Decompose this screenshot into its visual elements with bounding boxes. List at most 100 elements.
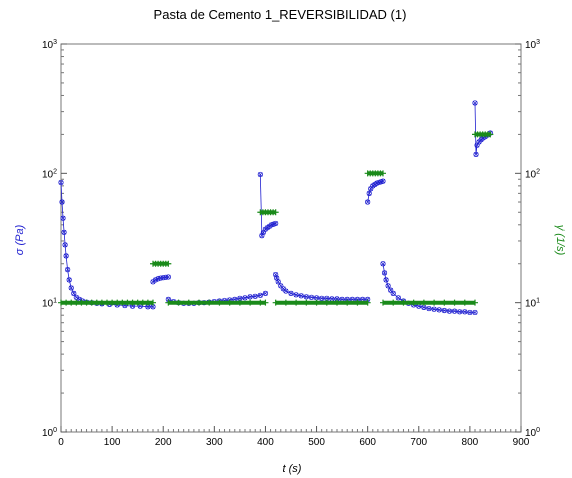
- stress-line: [474, 102, 491, 155]
- stress-point-cross: [68, 285, 74, 291]
- stress-point: [242, 295, 248, 301]
- shear-rate-point: [73, 299, 80, 306]
- stress-point: [293, 292, 299, 298]
- shear-rate-point: [58, 299, 64, 306]
- stress-point-cross: [293, 292, 299, 298]
- x-tick-label: 200: [155, 437, 172, 448]
- y-axis-right-label: γ̇ (1/s): [554, 225, 566, 256]
- y-right-tick-label: 103: [525, 39, 540, 51]
- y-right-tick-label: 102: [525, 168, 540, 180]
- stress-point-cross: [237, 296, 243, 301]
- stress-point: [298, 293, 304, 299]
- stress-point-cross: [150, 279, 156, 285]
- stress-point: [308, 294, 315, 300]
- stress-point-cross: [368, 186, 373, 191]
- stress-point-cross: [319, 296, 324, 301]
- stress-point: [426, 305, 432, 312]
- stress-point-cross: [314, 295, 319, 301]
- shear-rate-point: [487, 131, 494, 138]
- shear-rate-point: [410, 299, 417, 306]
- stress-point-cross: [145, 304, 151, 309]
- shear-rate-point: [83, 299, 90, 306]
- stress-point: [380, 178, 386, 184]
- stress-point: [467, 309, 473, 316]
- shear-rate-point: [196, 299, 202, 306]
- plot-frame: [60, 43, 522, 433]
- stress-point-cross: [421, 305, 427, 310]
- shear-rate-point: [272, 299, 279, 306]
- shear-rate-point: [380, 170, 386, 177]
- stress-point-cross: [390, 291, 396, 296]
- stress-point-cross: [467, 310, 473, 315]
- stress-point: [366, 190, 372, 196]
- stress-point-cross: [247, 294, 253, 300]
- shear-rate-point: [139, 299, 146, 306]
- shear-rate-point: [175, 299, 182, 306]
- stress-point: [58, 179, 64, 186]
- x-axis-label: t (s): [283, 463, 302, 475]
- stress-point: [152, 277, 159, 283]
- stress-point: [66, 277, 72, 283]
- shear-rate-point: [165, 299, 172, 306]
- stress-point: [275, 279, 281, 285]
- stress-point: [457, 309, 463, 315]
- stress-point: [383, 277, 389, 283]
- shear-rate-point: [272, 209, 279, 216]
- y-axis-left-label: σ (Pa): [14, 224, 26, 255]
- stress-point-cross: [473, 152, 479, 157]
- stress-point-cross: [396, 295, 401, 301]
- stress-point: [388, 287, 394, 293]
- stress-point: [247, 294, 253, 300]
- stress-point: [59, 199, 65, 205]
- stress-point-cross: [166, 274, 171, 280]
- shear-rate-point: [104, 299, 110, 306]
- shear-rate-point: [68, 299, 75, 306]
- stress-point-cross: [380, 178, 386, 184]
- stress-point: [472, 309, 478, 316]
- stress-point-cross: [71, 291, 77, 296]
- shear-rate-point: [129, 299, 136, 306]
- stress-point-cross: [442, 308, 447, 313]
- stress-point: [436, 307, 442, 313]
- stress-point-cross: [263, 291, 268, 296]
- y-left-tick-label: 100: [42, 427, 57, 439]
- shear-rate-point: [323, 299, 330, 306]
- stress-point: [252, 293, 258, 299]
- stress-point-cross: [383, 277, 389, 283]
- shear-rate-point: [247, 299, 254, 306]
- stress-point: [60, 215, 66, 221]
- stress-point-cross: [137, 303, 143, 309]
- stress-point: [278, 283, 284, 289]
- shear-rate-point: [98, 299, 105, 306]
- stress-line: [275, 274, 368, 300]
- stress-point-cross: [298, 293, 304, 299]
- stress-line: [382, 263, 475, 313]
- shear-rate-point: [303, 299, 310, 306]
- shear-rate-point: [431, 299, 438, 306]
- stress-point-cross: [242, 295, 248, 301]
- stress-point: [462, 309, 468, 315]
- x-tick-label: 900: [513, 437, 530, 448]
- shear-rate-point: [134, 299, 141, 306]
- stress-point-cross: [66, 277, 72, 283]
- stress-point-cross: [431, 306, 437, 312]
- y-left-tick-label: 103: [42, 39, 57, 51]
- y-axis-right: 100 101 102 103: [515, 39, 540, 439]
- x-axis: 0 100 200 300 400 500 600 700 800 900: [58, 426, 530, 448]
- stress-point: [395, 295, 401, 301]
- shear_rate-series: [58, 131, 494, 306]
- stress-point-cross: [258, 293, 263, 298]
- shear-rate-point: [124, 299, 131, 306]
- x-tick-label: 600: [359, 437, 376, 448]
- stress-point-cross: [62, 242, 68, 248]
- stress-point-cross: [150, 304, 156, 309]
- stress-point: [319, 295, 325, 301]
- stress-series: [58, 100, 493, 316]
- stress-point-cross: [59, 199, 65, 205]
- stress-point: [71, 290, 77, 296]
- stress-point-cross: [329, 296, 335, 302]
- shear-rate-point: [78, 299, 85, 306]
- stress-point: [365, 199, 371, 205]
- stress-point: [380, 261, 386, 267]
